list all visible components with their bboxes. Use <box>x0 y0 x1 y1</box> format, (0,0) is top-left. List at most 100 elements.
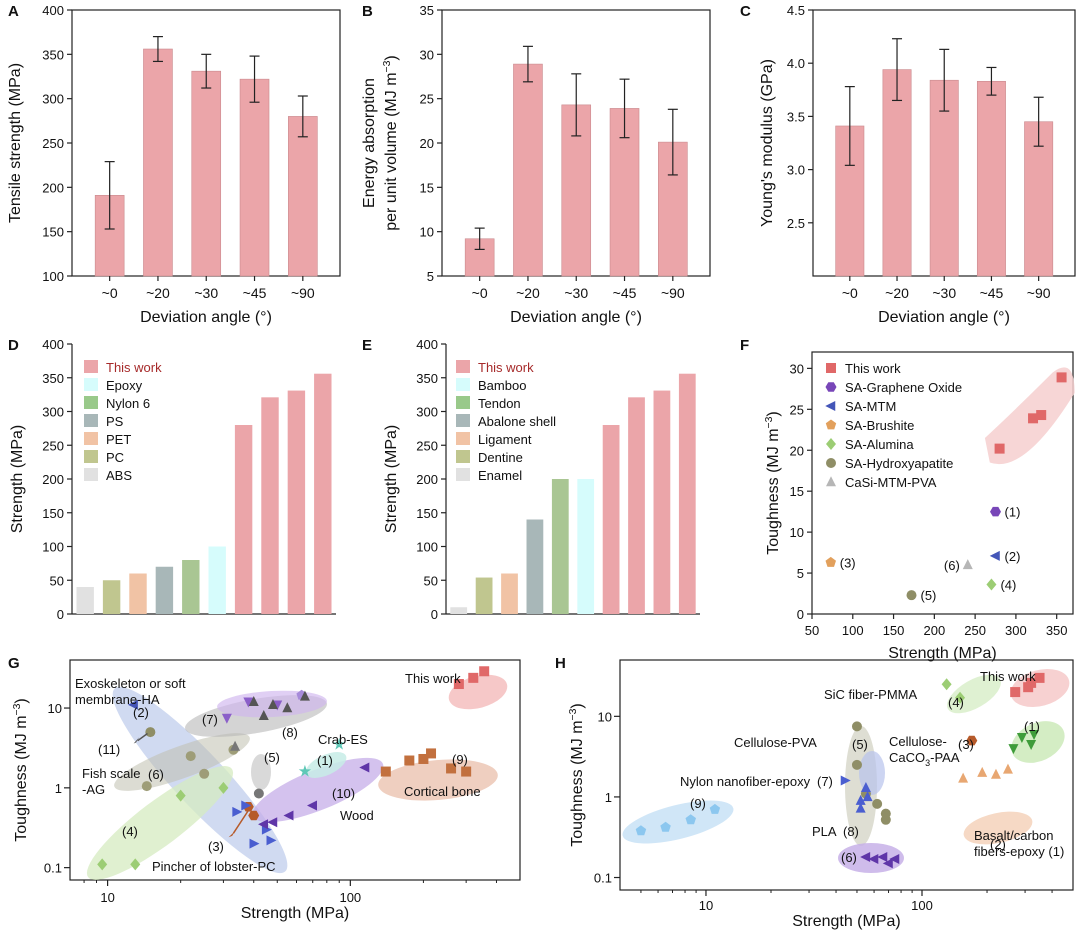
legend-marker <box>826 476 836 487</box>
panel-label: H <box>555 655 566 672</box>
panel-c: C 2.5 3.0 3.5 4.0 4.5 ~0 ~20 ~30 ~45 ~90 Deviation … <box>740 3 1076 326</box>
y-tick-label: 10 <box>48 701 62 716</box>
bar <box>208 546 226 614</box>
data-point <box>660 821 671 832</box>
legend-marker <box>826 438 836 450</box>
data-point <box>851 721 862 732</box>
data-point <box>230 740 241 751</box>
point-label: (2) <box>1005 549 1021 564</box>
data-point <box>862 791 873 802</box>
annotation: Pincher of lobster-PC <box>152 859 276 874</box>
annotation: Basalt/carbon <box>974 828 1054 843</box>
data-point <box>906 590 917 601</box>
data-point <box>426 748 437 759</box>
legend-label: Nylon 6 <box>106 396 150 411</box>
y-tick-label: 1 <box>55 781 62 796</box>
legend-swatch <box>456 450 470 463</box>
legend-swatch <box>84 378 98 391</box>
group-region <box>622 800 734 844</box>
annotation: This work <box>980 669 1036 684</box>
x-tick-label: ~0 <box>472 285 488 301</box>
data-point <box>258 819 269 830</box>
panel-g: G 10 100 0.1 1 10 ★ ★ Exoskeleton or softmembran… <box>8 655 521 922</box>
y-axis-label: Toughness (MJ m−3) <box>12 698 30 841</box>
data-point <box>404 755 415 766</box>
y-tick-label: 400 <box>42 3 64 18</box>
y-tick-label: 0 <box>797 607 804 622</box>
data-point <box>840 775 851 786</box>
plot-frame <box>811 351 1074 615</box>
y-tick-label: 400 <box>416 337 438 352</box>
y-tick-label: 10 <box>420 225 434 240</box>
annotation: (1) <box>1024 719 1040 734</box>
y-tick-label: 150 <box>42 506 64 521</box>
bar <box>602 425 620 614</box>
data-point <box>461 766 472 777</box>
data-point <box>635 825 647 836</box>
y-tick-label: 5 <box>797 566 804 581</box>
data-point <box>141 781 152 792</box>
x-axis-label: Deviation angle (°) <box>878 309 1010 326</box>
group-region <box>1011 721 1065 763</box>
data-point <box>241 800 252 811</box>
panel-a: A 100 150 200 250 300 350 400 ~0 ~20 ~30 ~45 ~90 Devi… <box>7 3 341 326</box>
y-tick-label: 300 <box>42 92 64 107</box>
y-tick-label: 10 <box>790 525 804 540</box>
y-axis-label: Toughness (MJ m−3) <box>568 703 586 846</box>
annotation: Cellulose-PVA <box>734 735 817 750</box>
data-point <box>860 781 871 792</box>
x-tick-label: ~30 <box>564 285 588 301</box>
annotation: membrane-HA <box>75 692 160 707</box>
x-tick-label: 150 <box>883 623 905 638</box>
y-tick-label: 0.1 <box>44 861 62 876</box>
data-point <box>175 789 186 802</box>
y-tick-label: 3.0 <box>787 163 805 178</box>
annotation: (8) <box>282 725 298 740</box>
arrow-head <box>228 830 236 838</box>
legend-swatch <box>456 360 470 373</box>
bar <box>882 69 912 277</box>
panel-b: B 5 10 15 20 25 30 35 ~0 ~20 ~30 ~45 ~90 Deviation an… <box>361 3 711 326</box>
arrow-head <box>133 737 140 744</box>
annotation: This work <box>405 671 461 686</box>
plot-frame <box>619 659 1074 891</box>
annotation: (7) <box>817 774 833 789</box>
legend-label: SA-Brushite <box>845 418 914 433</box>
data-point <box>258 710 269 721</box>
data-point <box>1029 729 1040 740</box>
annotation: -AG <box>82 782 105 797</box>
data-point <box>380 766 391 777</box>
x-tick-label: 350 <box>1046 623 1068 638</box>
panel-label: F <box>740 337 749 354</box>
x-axis-label: Deviation angle (°) <box>510 309 642 326</box>
data-point <box>685 814 696 825</box>
legend-label: SA-Hydroxyapatite <box>845 456 953 471</box>
data-point <box>855 794 866 805</box>
x-tick-label: 200 <box>923 623 945 638</box>
data-point <box>299 690 310 701</box>
point-label: (6) <box>944 558 960 573</box>
y-tick-label: 10 <box>598 709 612 724</box>
data-point <box>1008 744 1019 755</box>
y-tick-label: 100 <box>42 540 64 555</box>
data-point <box>243 697 254 708</box>
annotation: (4) <box>122 824 138 839</box>
y-tick-label: 15 <box>790 484 804 499</box>
legend-swatch <box>84 414 98 427</box>
y-tick-label: 25 <box>420 92 434 107</box>
group-region <box>114 733 250 791</box>
annotation: (3) <box>208 839 224 854</box>
y-tick-label: 400 <box>42 337 64 352</box>
data-point <box>958 772 969 783</box>
y-tick-label: 150 <box>416 506 438 521</box>
data-point <box>855 802 866 813</box>
bar <box>475 577 493 614</box>
legend-swatch <box>84 432 98 445</box>
x-tick-label: ~45 <box>243 285 267 301</box>
y-tick-label: 3.5 <box>787 109 805 124</box>
annotation: (2) <box>133 705 149 720</box>
y-tick-label: 35 <box>420 3 434 18</box>
legend-label: Epoxy <box>106 378 143 393</box>
y-tick-label: 50 <box>50 573 64 588</box>
